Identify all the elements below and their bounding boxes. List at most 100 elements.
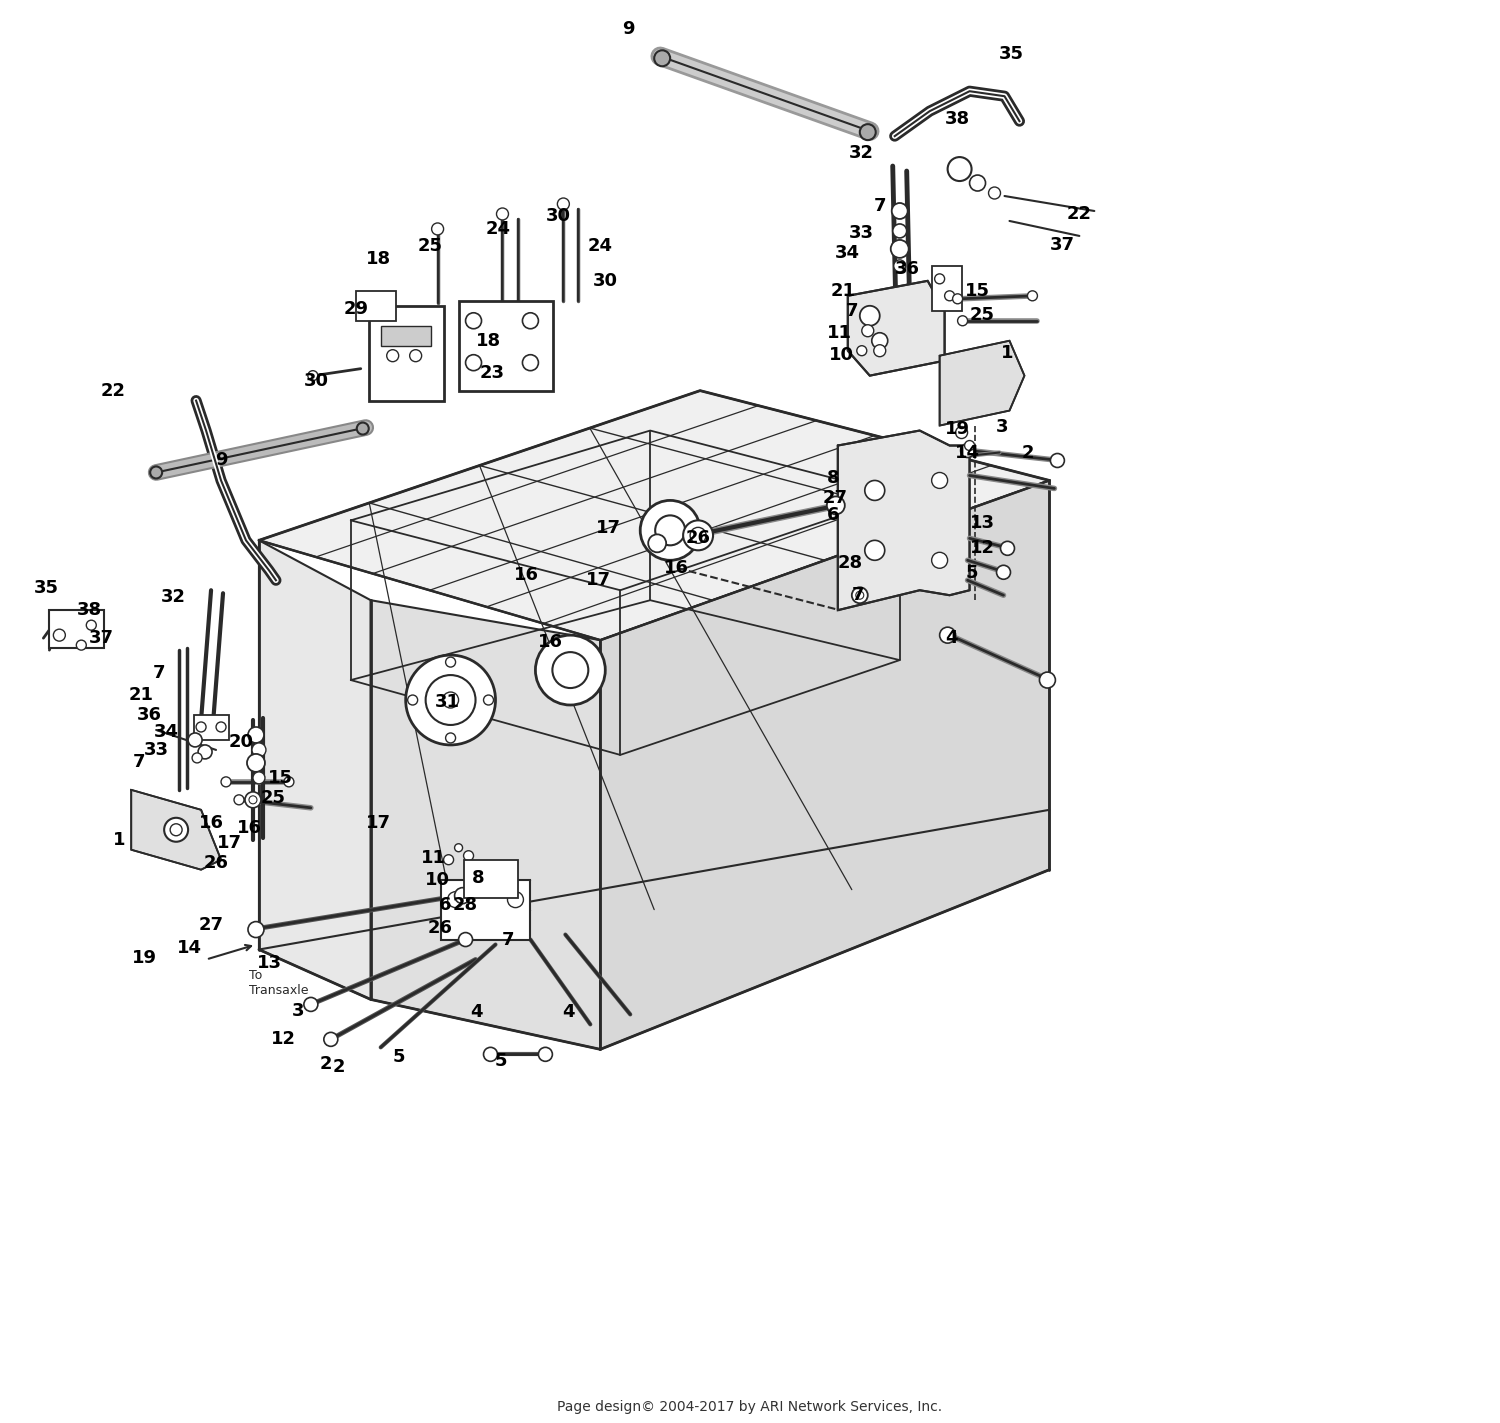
Circle shape — [248, 754, 266, 771]
Text: 30: 30 — [303, 371, 328, 390]
Text: OPE: OPE — [546, 592, 954, 768]
Text: 5: 5 — [393, 1049, 405, 1066]
Circle shape — [957, 316, 968, 326]
Text: 17: 17 — [366, 814, 392, 832]
Text: 35: 35 — [999, 46, 1024, 63]
Circle shape — [859, 124, 876, 139]
Text: 4: 4 — [562, 1003, 574, 1022]
Bar — [441, 879, 531, 939]
Text: 26: 26 — [204, 854, 228, 872]
Circle shape — [483, 694, 494, 704]
Circle shape — [387, 350, 399, 361]
Text: 34: 34 — [836, 243, 861, 262]
Text: 19: 19 — [132, 949, 156, 966]
Text: 16: 16 — [237, 818, 261, 837]
Circle shape — [690, 528, 706, 544]
Text: 25: 25 — [419, 236, 442, 255]
Text: 16: 16 — [663, 559, 688, 578]
Circle shape — [865, 481, 885, 501]
Polygon shape — [847, 280, 945, 376]
Circle shape — [252, 743, 266, 757]
Circle shape — [216, 721, 226, 731]
Text: 30: 30 — [592, 272, 618, 290]
Circle shape — [426, 675, 476, 724]
Text: 21: 21 — [129, 686, 153, 704]
Circle shape — [87, 620, 96, 630]
Circle shape — [454, 888, 471, 904]
Circle shape — [522, 313, 538, 329]
Circle shape — [871, 333, 888, 349]
Circle shape — [996, 565, 1011, 579]
Circle shape — [410, 350, 422, 361]
Circle shape — [164, 818, 188, 842]
Text: 31: 31 — [435, 693, 460, 712]
Bar — [459, 300, 554, 391]
Text: 36: 36 — [896, 260, 920, 277]
Text: 19: 19 — [945, 420, 970, 437]
Circle shape — [856, 346, 867, 356]
Text: 7: 7 — [852, 586, 864, 605]
Circle shape — [444, 855, 453, 865]
Text: 15: 15 — [964, 282, 990, 300]
Circle shape — [357, 423, 369, 434]
Circle shape — [862, 324, 874, 337]
Text: 10: 10 — [424, 871, 450, 889]
Circle shape — [656, 515, 686, 545]
Text: 8: 8 — [472, 868, 484, 887]
Text: 5: 5 — [494, 1053, 507, 1070]
Circle shape — [852, 588, 868, 603]
Text: 2: 2 — [320, 1056, 332, 1073]
Text: 14: 14 — [956, 444, 980, 461]
Circle shape — [856, 591, 864, 599]
Text: 13: 13 — [256, 953, 282, 972]
Circle shape — [254, 771, 266, 784]
Circle shape — [552, 652, 588, 689]
Circle shape — [442, 692, 459, 709]
Circle shape — [522, 354, 538, 370]
Text: 38: 38 — [945, 110, 970, 128]
Text: 22: 22 — [100, 381, 126, 400]
Circle shape — [196, 721, 206, 731]
Text: 17: 17 — [216, 834, 242, 852]
Circle shape — [964, 441, 975, 451]
Text: 37: 37 — [1050, 236, 1076, 253]
Text: 29: 29 — [344, 300, 369, 317]
Text: 7: 7 — [503, 931, 515, 949]
Text: 10: 10 — [830, 346, 855, 364]
Text: 36: 36 — [136, 706, 162, 724]
Text: 16: 16 — [538, 633, 562, 652]
Bar — [356, 290, 396, 320]
Bar — [932, 266, 962, 310]
Circle shape — [945, 290, 954, 300]
Circle shape — [648, 535, 666, 552]
Polygon shape — [130, 790, 220, 869]
Text: 28: 28 — [453, 895, 478, 914]
Text: 6: 6 — [827, 507, 839, 525]
Circle shape — [859, 306, 879, 326]
Text: 27: 27 — [198, 915, 223, 933]
Text: 7: 7 — [134, 753, 146, 771]
Text: 25: 25 — [261, 788, 285, 807]
Circle shape — [150, 467, 162, 478]
Circle shape — [1000, 541, 1014, 555]
Circle shape — [948, 157, 972, 181]
Circle shape — [192, 753, 202, 763]
Polygon shape — [260, 541, 370, 999]
Circle shape — [894, 260, 906, 272]
Bar — [464, 859, 519, 898]
Text: 8: 8 — [827, 470, 839, 488]
Text: 4: 4 — [471, 1003, 483, 1022]
Text: 21: 21 — [831, 282, 855, 300]
Circle shape — [249, 795, 256, 804]
Circle shape — [536, 635, 606, 704]
Circle shape — [198, 744, 211, 758]
Circle shape — [324, 1032, 338, 1046]
Text: 18: 18 — [366, 250, 392, 268]
Polygon shape — [600, 481, 1050, 1049]
Circle shape — [459, 932, 472, 946]
Circle shape — [969, 175, 986, 191]
Circle shape — [891, 240, 909, 258]
Text: 33: 33 — [144, 741, 168, 758]
Text: 13: 13 — [970, 514, 994, 532]
Circle shape — [76, 640, 87, 650]
